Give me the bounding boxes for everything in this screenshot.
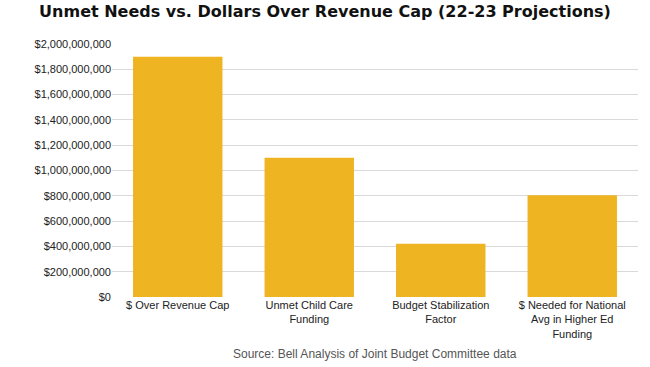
- svg-text:$ Over Revenue Cap: $ Over Revenue Cap: [126, 299, 229, 311]
- svg-text:$800,000,000: $800,000,000: [44, 190, 111, 202]
- svg-text:$2,000,000,000: $2,000,000,000: [35, 38, 111, 50]
- svg-text:$200,000,000: $200,000,000: [44, 266, 111, 278]
- svg-text:$400,000,000: $400,000,000: [44, 240, 111, 252]
- svg-text:$1,000,000,000: $1,000,000,000: [35, 164, 111, 176]
- svg-text:$0: $0: [99, 291, 111, 303]
- svg-text:$1,600,000,000: $1,600,000,000: [35, 88, 111, 100]
- svg-text:Unmet Child CareFunding: Unmet Child CareFunding: [266, 299, 353, 325]
- svg-text:$1,400,000,000: $1,400,000,000: [35, 114, 111, 126]
- svg-text:$600,000,000: $600,000,000: [44, 215, 111, 227]
- svg-text:$1,800,000,000: $1,800,000,000: [35, 63, 111, 75]
- svg-text:Source: Bell Analysis of Joint: Source: Bell Analysis of Joint Budget Co…: [233, 347, 517, 361]
- svg-text:Unmet Needs vs. Dollars Over R: Unmet Needs vs. Dollars Over Revenue Cap…: [39, 2, 611, 21]
- svg-text:$ Needed for NationalAvg in Hi: $ Needed for NationalAvg in Higher EdFun…: [519, 299, 626, 340]
- svg-text:$1,200,000,000: $1,200,000,000: [35, 139, 111, 151]
- svg-text:Budget StabilizationFactor: Budget StabilizationFactor: [392, 299, 489, 325]
